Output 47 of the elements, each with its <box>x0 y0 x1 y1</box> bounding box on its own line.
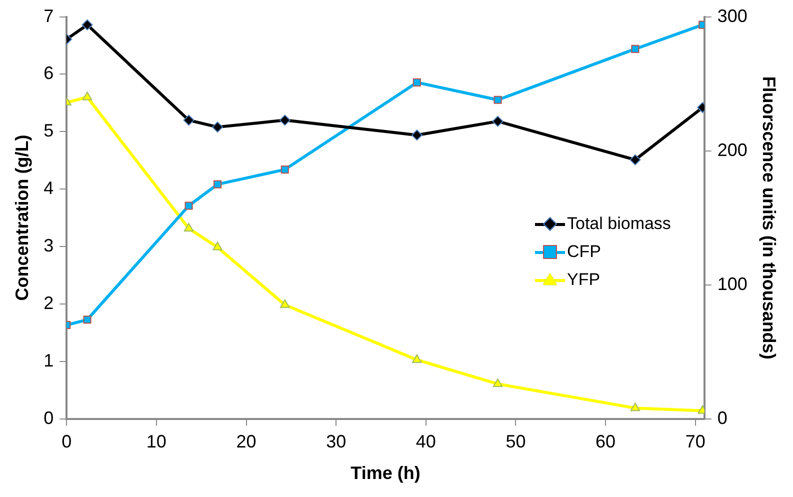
y-tick-label: 1 <box>44 350 54 370</box>
point <box>280 299 290 308</box>
point <box>630 402 640 412</box>
point <box>213 180 222 188</box>
legend-label: YFP <box>567 270 600 290</box>
y2-axis-title: Fluorscence units (in thousands) <box>759 76 780 360</box>
point <box>630 154 641 166</box>
y-tick-label: 3 <box>44 235 54 256</box>
point <box>184 202 193 210</box>
point <box>631 44 640 53</box>
point <box>83 316 92 324</box>
y-tick-label: 6 <box>44 63 54 84</box>
x-tick-label: 40 <box>416 432 436 452</box>
point <box>183 114 194 126</box>
y2-tick-label: 200 <box>717 140 748 160</box>
x-tick-label: 0 <box>62 432 72 452</box>
y-tick-label: 4 <box>44 178 54 198</box>
y-tick-label: 7 <box>44 6 54 26</box>
y-tick-label: 2 <box>44 292 54 313</box>
x-tick-label: 70 <box>685 432 706 452</box>
y2-tick-label: 100 <box>717 274 748 294</box>
point <box>412 78 421 86</box>
point <box>212 242 222 250</box>
point <box>412 354 422 363</box>
point <box>492 378 503 387</box>
y2-tick-label: 0 <box>717 408 728 428</box>
y-tick-label: 0 <box>44 408 54 428</box>
point <box>184 223 194 232</box>
point <box>279 114 290 126</box>
x-tick-label: 60 <box>596 432 616 452</box>
point <box>411 130 422 141</box>
x-axis-title: Time (h) <box>350 463 420 484</box>
point <box>280 166 289 174</box>
x-tick-label: 50 <box>506 432 526 452</box>
y-tick-label: 5 <box>44 120 54 141</box>
legend-label: Total biomass <box>567 214 671 234</box>
y-axis-title: Concentration (g/L) <box>12 134 32 301</box>
legend-label: CFP <box>567 242 601 262</box>
point <box>82 19 93 30</box>
point <box>82 92 92 100</box>
point <box>492 116 504 127</box>
point <box>494 96 502 104</box>
x-tick-label: 20 <box>236 432 256 452</box>
y2-tick-label: 300 <box>717 6 748 26</box>
point <box>212 122 224 133</box>
x-tick-label: 30 <box>326 432 346 452</box>
x-tick-label: 10 <box>146 432 166 452</box>
